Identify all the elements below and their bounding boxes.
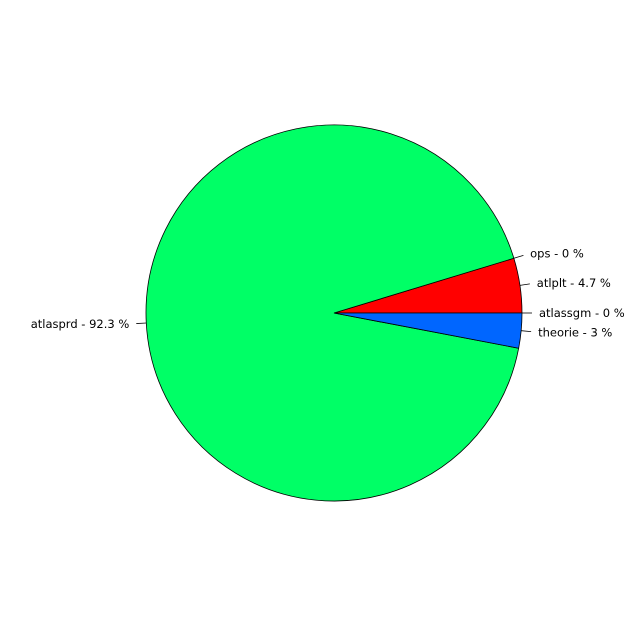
leader-line-atlasprd (136, 322, 147, 324)
leader-line-theorie (521, 330, 532, 333)
slice-label-ops: ops - 0 % (530, 246, 584, 260)
slice-label-atlassgm: atlassgm - 0 % (539, 306, 625, 320)
leader-line-ops (513, 254, 524, 259)
pie-slice-atlasprd (145, 124, 520, 502)
slice-label-atlasprd: atlasprd - 92.3 % (31, 317, 130, 331)
slice-label-atlplt: atlplt - 4.7 % (537, 276, 611, 290)
pie-slices (145, 124, 523, 502)
slice-label-theorie: theorie - 3 % (538, 325, 612, 339)
leader-line-atlplt (519, 283, 530, 286)
pie-labels: atlassgm - 0 % atlplt - 4.7 % ops - 0 % atl… (31, 246, 625, 339)
